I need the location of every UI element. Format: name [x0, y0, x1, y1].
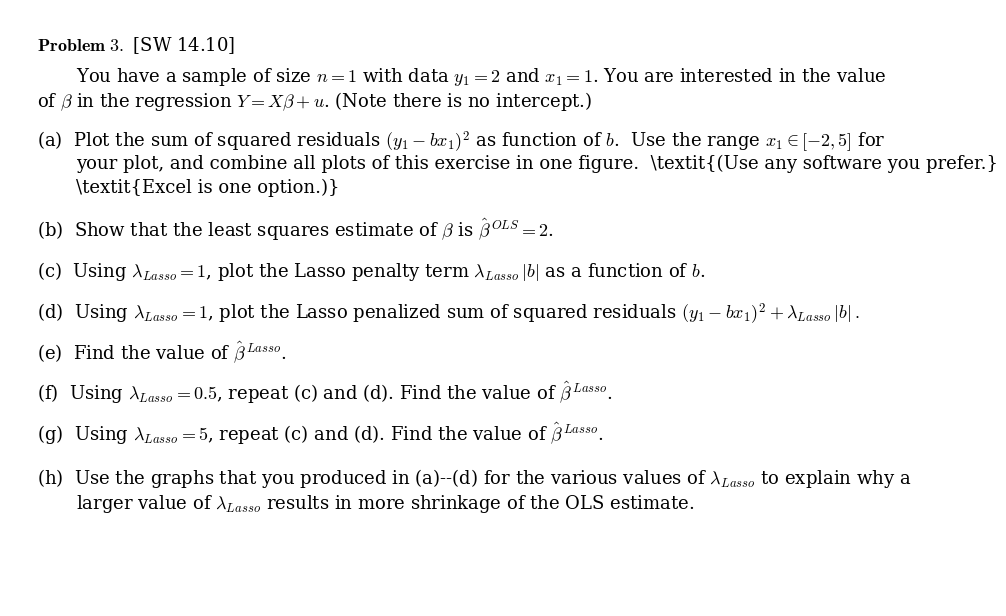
Text: \textit{Excel is one option.)}: \textit{Excel is one option.)} — [76, 179, 340, 198]
Text: (g)  Using $\lambda_{Lasso}=5$, repeat (c) and (d). Find the value of $\hat{\bet: (g) Using $\lambda_{Lasso}=5$, repeat (c… — [37, 421, 604, 447]
Text: (f)  Using $\lambda_{Lasso}=0.5$, repeat (c) and (d). Find the value of $\hat{\b: (f) Using $\lambda_{Lasso}=0.5$, repeat … — [37, 380, 613, 407]
Text: (b)  Show that the least squares estimate of $\beta$ is $\hat{\beta}^{\,OLS}=2$.: (b) Show that the least squares estimate… — [37, 217, 553, 243]
Text: larger value of $\lambda_{Lasso}$ results in more shrinkage of the OLS estimate.: larger value of $\lambda_{Lasso}$ result… — [76, 493, 694, 515]
Text: of $\beta$ in the regression $Y=X\beta+u$. (Note there is no intercept.): of $\beta$ in the regression $Y=X\beta+u… — [37, 91, 592, 113]
Text: (d)  Using $\lambda_{Lasso}=1$, plot the Lasso penalized sum of squared residual: (d) Using $\lambda_{Lasso}=1$, plot the … — [37, 302, 859, 327]
Text: (a)  Plot the sum of squared residuals $(y_1-bx_1)^2$ as function of $b$.  Use t: (a) Plot the sum of squared residuals $(… — [37, 130, 885, 155]
Text: $\mathbf{Problem\ 3.}$ [SW 14.10]: $\mathbf{Problem\ 3.}$ [SW 14.10] — [37, 35, 235, 56]
Text: your plot, and combine all plots of this exercise in one figure.  \textit{(Use a: your plot, and combine all plots of this… — [76, 155, 998, 173]
Text: (c)  Using $\lambda_{Lasso}=1$, plot the Lasso penalty term $\lambda_{Lasso}\,|b: (c) Using $\lambda_{Lasso}=1$, plot the … — [37, 260, 705, 283]
Text: (e)  Find the value of $\hat{\beta}^{\,Lasso}$.: (e) Find the value of $\hat{\beta}^{\,La… — [37, 340, 287, 365]
Text: You have a sample of size $n=1$ with data $y_1=2$ and $x_1=1$. You are intereste: You have a sample of size $n=1$ with dat… — [76, 66, 886, 87]
Text: (h)  Use the graphs that you produced in (a)--(d) for the various values of $\la: (h) Use the graphs that you produced in … — [37, 468, 911, 490]
